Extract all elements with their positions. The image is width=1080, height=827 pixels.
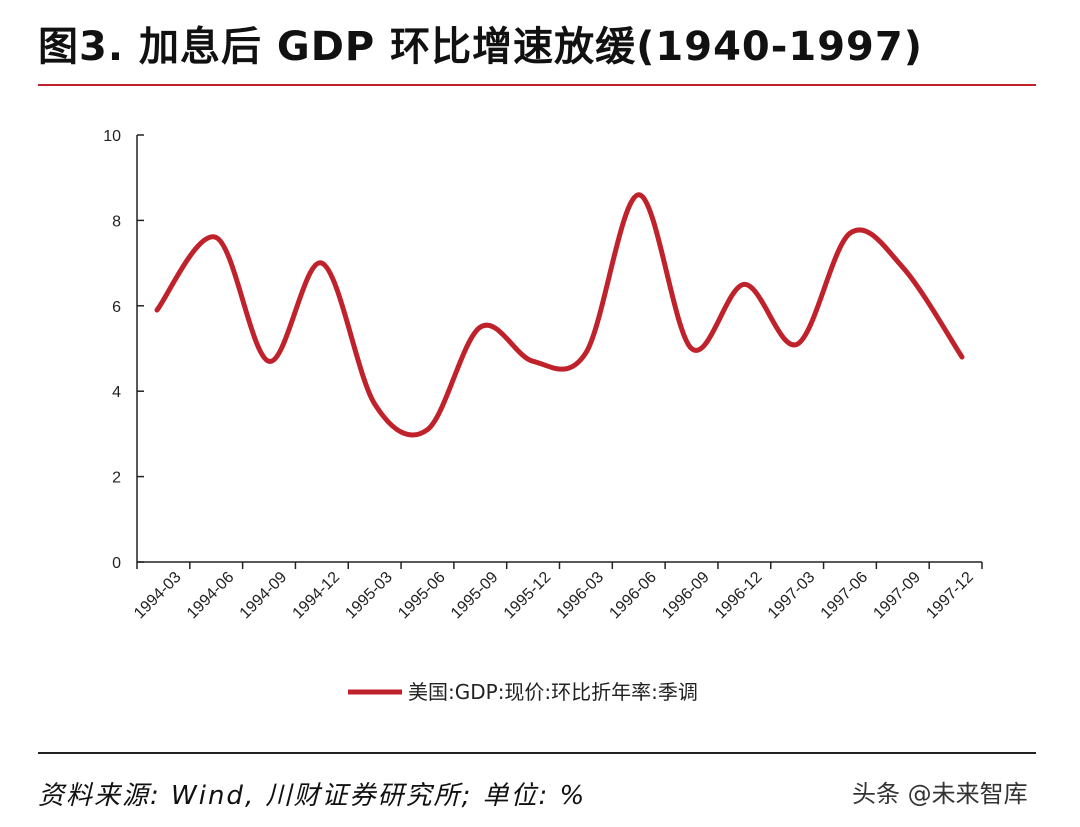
series-line: [154, 192, 965, 438]
x-tick-label: 1995-06: [395, 569, 449, 623]
x-tick-label: 1995-12: [501, 569, 555, 623]
y-tick-label: 0: [112, 555, 121, 572]
y-tick-label: 4: [112, 384, 121, 401]
x-tick-label: 1996-09: [659, 569, 713, 623]
chart-axes: [136, 135, 982, 563]
x-axis-ticks: 1994-03 1994-06 1994-09 1994-12 1995-03 1995-…: [131, 562, 983, 623]
x-tick-label: 1994-09: [237, 569, 291, 623]
x-tick-label: 1997-09: [870, 569, 924, 623]
x-tick-label: 1996-06: [606, 569, 660, 623]
x-tick-label: 1994-12: [290, 569, 344, 623]
y-tick-label: 6: [112, 299, 121, 316]
y-tick-label: 10: [103, 128, 121, 145]
x-tick-label: 1997-06: [818, 569, 872, 623]
x-tick-label: 1997-03: [765, 569, 819, 623]
legend: 美国:GDP:现价:环比折年率:季调: [348, 680, 698, 704]
x-tick-label: 1995-09: [448, 569, 502, 623]
watermark: 头条 @未来智库: [852, 780, 1028, 808]
x-tick-label: 1994-06: [184, 569, 238, 623]
x-tick-label: 1995-03: [342, 569, 396, 623]
x-tick-label: 1994-03: [131, 569, 185, 623]
x-tick-label: 1996-12: [712, 569, 766, 623]
title-divider: [38, 84, 1036, 86]
legend-label: 美国:GDP:现价:环比折年率:季调: [408, 680, 698, 704]
y-tick-label: 8: [112, 213, 121, 230]
x-tick-label: 1997-12: [923, 569, 977, 623]
x-tick-label: 1996-03: [554, 569, 608, 623]
source-note: 资料来源: Wind, 川财证券研究所; 单位: %: [38, 781, 587, 811]
y-axis-ticks: 0 2 4 6 8 10: [103, 128, 144, 572]
y-tick-label: 2: [112, 470, 121, 487]
chart-title: 图3. 加息后 GDP 环比增速放缓(1940-1997): [38, 24, 923, 70]
footer-divider: [38, 752, 1036, 754]
plot-area: [154, 192, 965, 438]
